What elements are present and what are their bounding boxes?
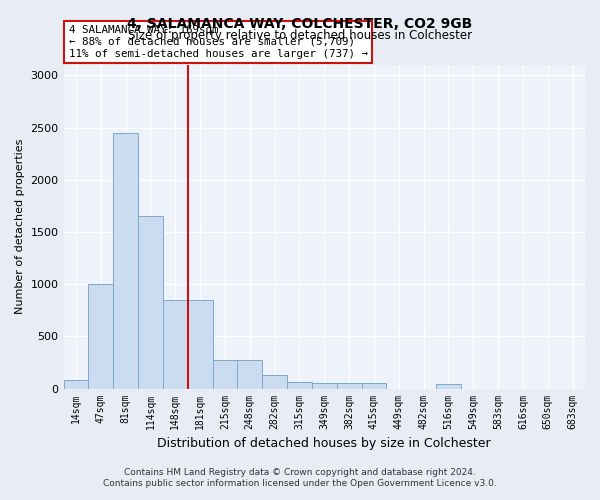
Bar — [163, 300, 188, 388]
Text: Size of property relative to detached houses in Colchester: Size of property relative to detached ho… — [128, 29, 472, 42]
X-axis label: Distribution of detached houses by size in Colchester: Distribution of detached houses by size … — [157, 437, 491, 450]
Bar — [212, 360, 238, 388]
Text: 4 SALAMANCA WAY: 169sqm
← 88% of detached houses are smaller (5,709)
11% of semi: 4 SALAMANCA WAY: 169sqm ← 88% of detache… — [69, 26, 368, 58]
Text: 4, SALAMANCA WAY, COLCHESTER, CO2 9GB: 4, SALAMANCA WAY, COLCHESTER, CO2 9GB — [127, 18, 473, 32]
Bar — [88, 284, 113, 389]
Bar — [436, 384, 461, 388]
Bar — [113, 133, 138, 388]
Bar — [138, 216, 163, 388]
Bar — [64, 380, 88, 388]
Bar — [188, 300, 212, 388]
Text: Contains HM Land Registry data © Crown copyright and database right 2024.
Contai: Contains HM Land Registry data © Crown c… — [103, 468, 497, 487]
Bar — [337, 384, 362, 388]
Bar — [287, 382, 312, 388]
Bar — [312, 384, 337, 388]
Bar — [362, 384, 386, 388]
Y-axis label: Number of detached properties: Number of detached properties — [15, 139, 25, 314]
Bar — [262, 375, 287, 388]
Bar — [238, 360, 262, 388]
